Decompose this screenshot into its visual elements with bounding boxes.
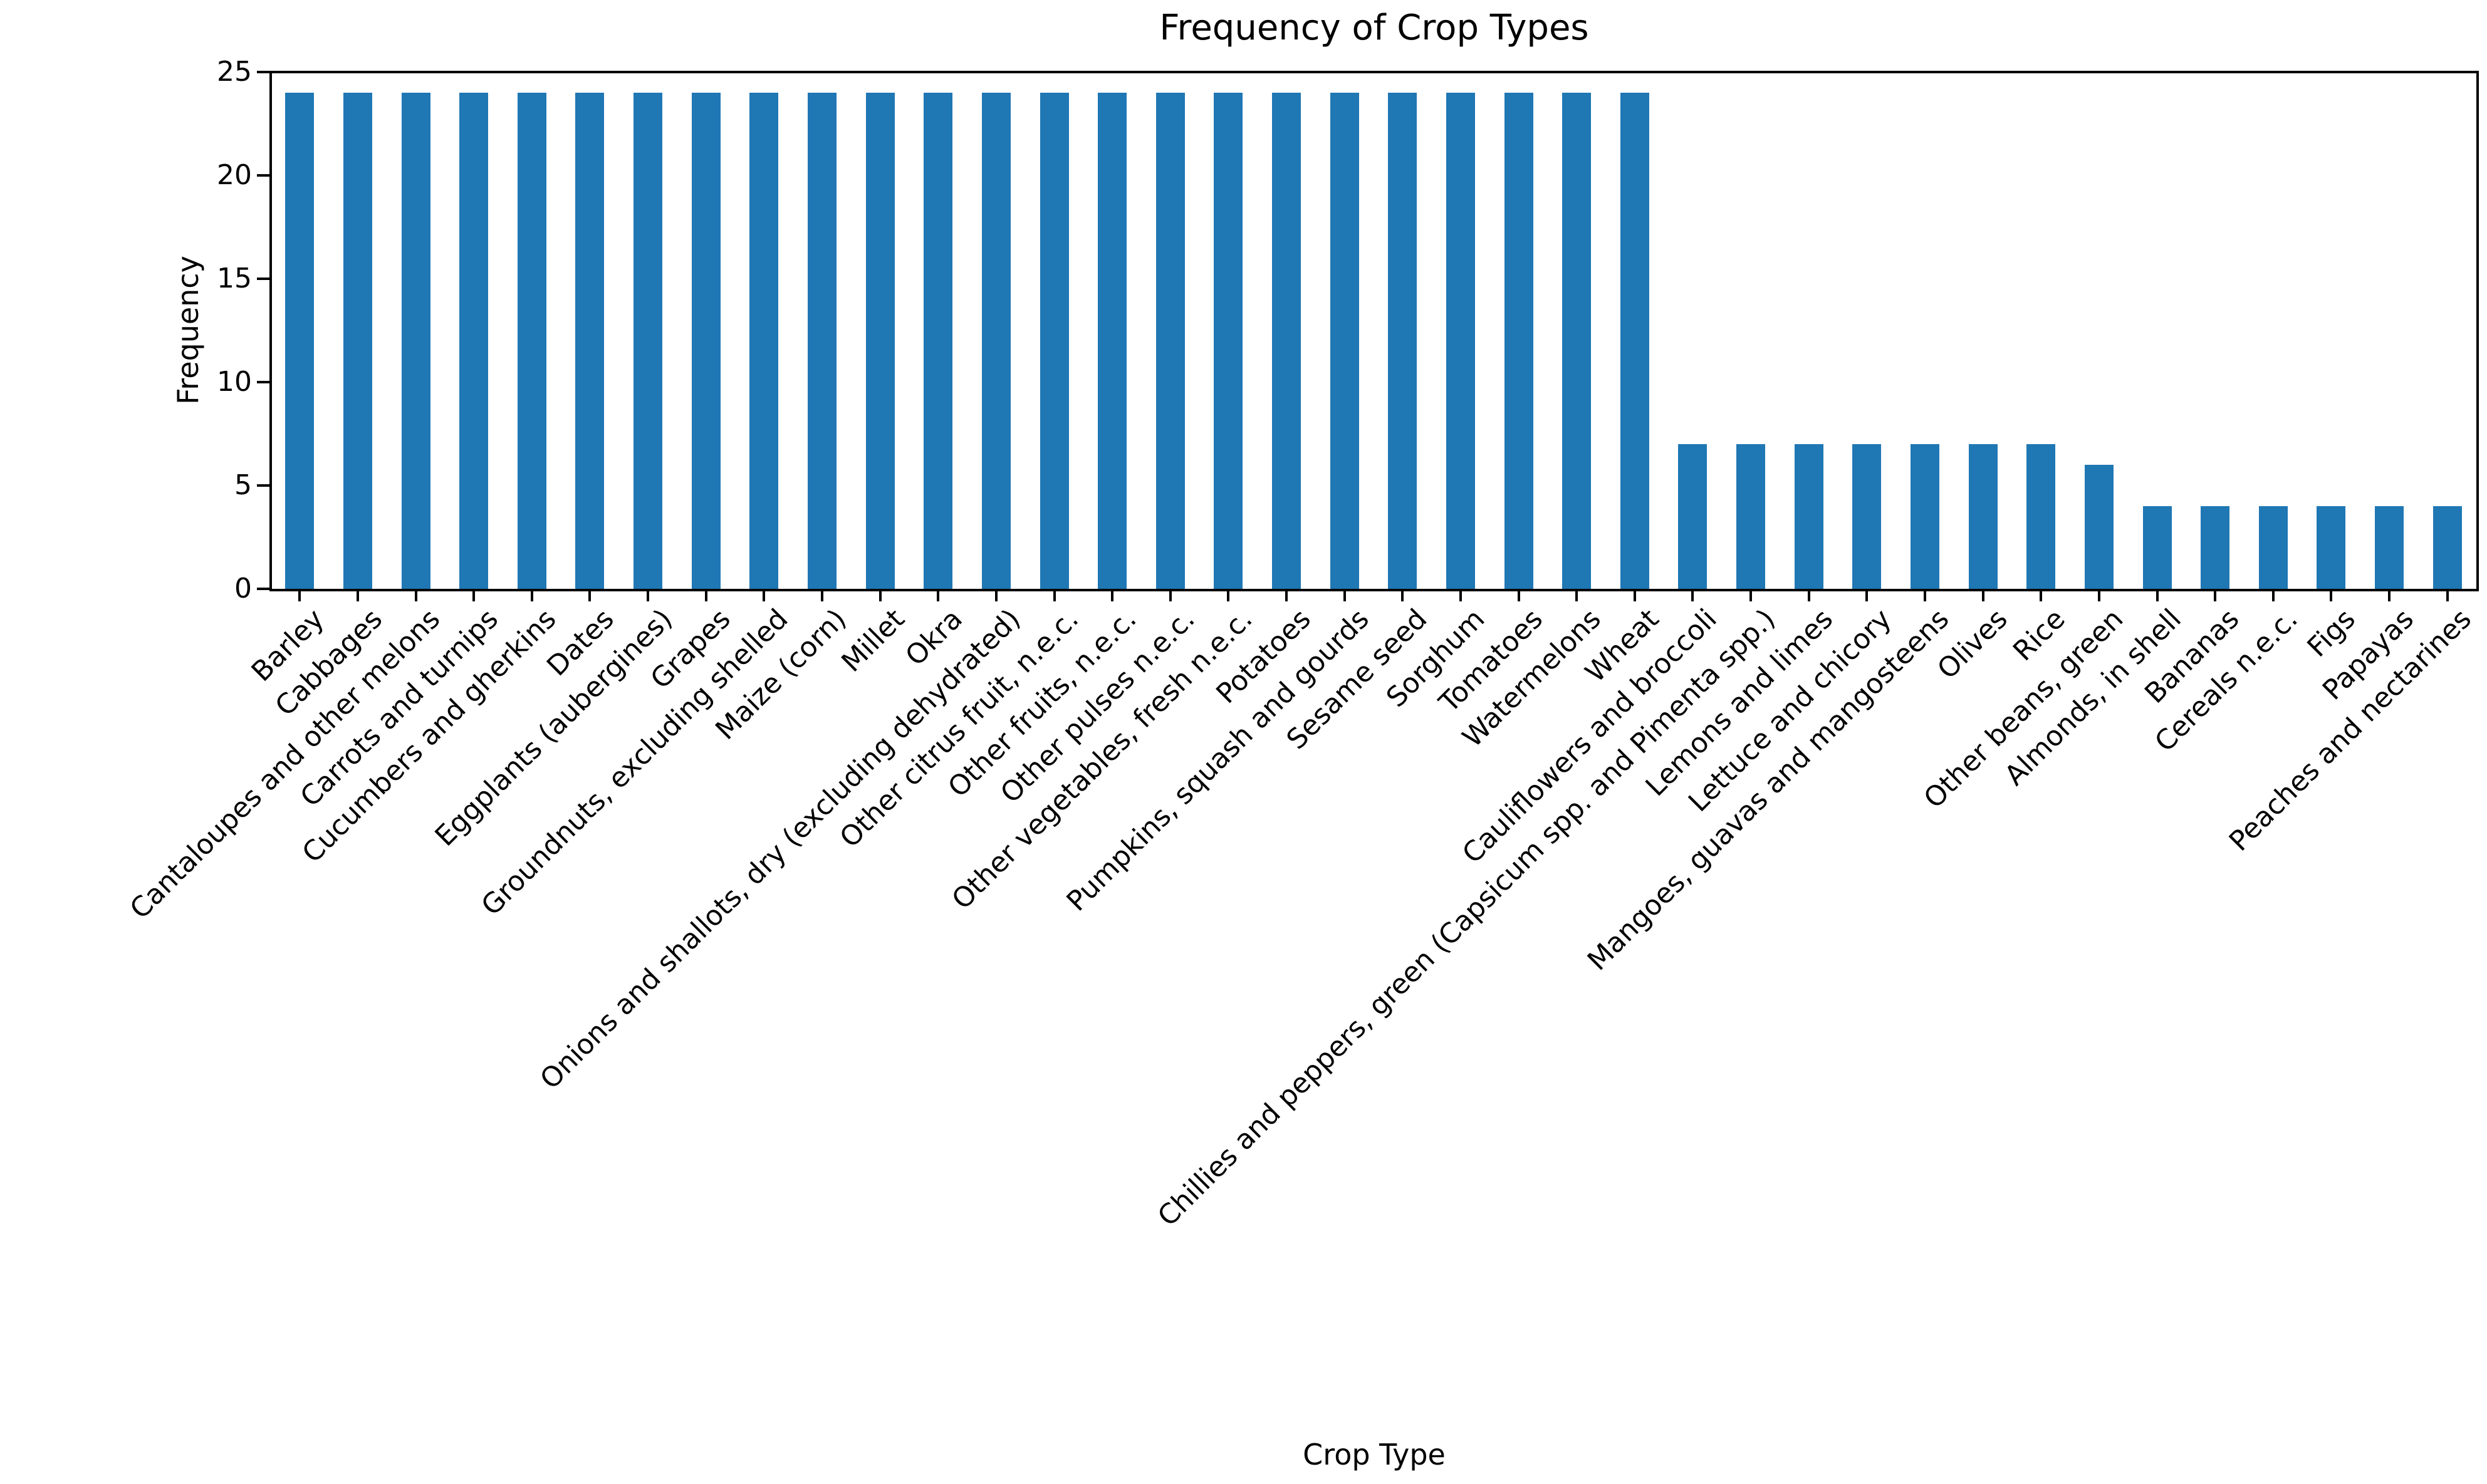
x-tick-mark: [1981, 590, 1984, 601]
bar: [2317, 506, 2346, 589]
x-tick-mark: [2388, 590, 2391, 601]
bar: [517, 93, 546, 589]
x-tick-mark: [994, 590, 998, 601]
bar: [691, 93, 721, 589]
x-tick-mark: [1401, 590, 1404, 601]
bar: [749, 93, 779, 589]
y-tick-mark: [257, 174, 269, 177]
bar: [808, 93, 837, 589]
bar: [1388, 93, 1417, 589]
bar: [1794, 444, 1823, 589]
bar: [2201, 506, 2230, 589]
bar: [865, 93, 895, 589]
y-tick-label: 15: [217, 262, 252, 294]
x-tick-mark: [2271, 590, 2275, 601]
x-tick-mark: [1691, 590, 1694, 601]
x-tick-mark: [879, 590, 882, 601]
bar: [1446, 93, 1475, 589]
x-tick-mark: [1924, 590, 1926, 601]
bar: [1330, 93, 1359, 589]
bar: [2084, 465, 2114, 589]
bar: [1504, 93, 1533, 589]
bar: [1040, 93, 1069, 589]
y-tick-label: 0: [234, 573, 252, 604]
x-tick-mark: [763, 590, 766, 601]
bar: [1155, 93, 1185, 589]
x-tick-mark: [1749, 590, 1753, 601]
y-tick-mark: [257, 588, 269, 590]
x-tick-mark: [2330, 590, 2333, 601]
chart-title: Frequency of Crop Types: [1159, 8, 1589, 48]
bar: [1911, 444, 1939, 589]
bar: [1852, 444, 1882, 589]
bar: [924, 93, 953, 589]
bar: [343, 93, 372, 589]
y-tick-mark: [257, 381, 269, 383]
bar: [2026, 444, 2056, 589]
x-tick-mark: [937, 590, 940, 601]
y-tick-label: 20: [217, 159, 252, 191]
x-tick-mark: [1865, 590, 1869, 601]
bar: [2375, 506, 2404, 589]
x-tick-mark: [1227, 590, 1230, 601]
bar: [1272, 93, 1301, 589]
bar: [575, 93, 605, 589]
x-tick-mark: [2097, 590, 2100, 601]
bar: [981, 93, 1011, 589]
x-tick-mark: [1575, 590, 1578, 601]
bar: [633, 93, 663, 589]
bar: [1214, 93, 1243, 589]
x-tick-mark: [1111, 590, 1114, 601]
y-tick-mark: [257, 278, 269, 280]
x-tick-mark: [2156, 590, 2159, 601]
x-tick-mark: [821, 590, 823, 601]
x-tick-mark: [1517, 590, 1520, 601]
x-tick-mark: [1343, 590, 1346, 601]
bar: [1968, 444, 1998, 589]
x-tick-mark: [1459, 590, 1462, 601]
x-tick-mark: [530, 590, 533, 601]
bar: [285, 93, 315, 589]
bar: [1098, 93, 1127, 589]
x-tick-mark: [356, 590, 359, 601]
x-tick-mark: [298, 590, 301, 601]
x-tick-mark: [1053, 590, 1056, 601]
bar: [1620, 93, 1649, 589]
x-tick-label: Millet: [835, 603, 911, 678]
x-tick-mark: [2040, 590, 2043, 601]
bar: [459, 93, 489, 589]
x-tick-mark: [647, 590, 650, 601]
y-axis-title: Frequency: [171, 256, 205, 405]
y-tick-label: 5: [234, 469, 252, 501]
bar: [1678, 444, 1708, 589]
x-tick-mark: [2446, 590, 2449, 601]
x-tick-mark: [588, 590, 592, 601]
bar: [401, 93, 430, 589]
x-tick-mark: [2214, 590, 2217, 601]
y-tick-label: 25: [217, 56, 252, 88]
bar: [2258, 506, 2288, 589]
y-tick-label: 10: [217, 366, 252, 398]
x-tick-mark: [704, 590, 707, 601]
x-axis-title: Crop Type: [1303, 1438, 1446, 1471]
bar: [1562, 93, 1592, 589]
axes-frame: [269, 71, 2479, 591]
x-tick-mark: [1169, 590, 1172, 601]
bar: [2432, 506, 2462, 589]
y-tick-mark: [257, 71, 269, 73]
x-tick-mark: [1285, 590, 1288, 601]
x-tick-mark: [472, 590, 476, 601]
x-tick-mark: [1633, 590, 1636, 601]
x-tick-mark: [1807, 590, 1810, 601]
y-tick-mark: [257, 484, 269, 487]
bar: [2142, 506, 2172, 589]
bar: [1736, 444, 1766, 589]
x-tick-mark: [414, 590, 417, 601]
